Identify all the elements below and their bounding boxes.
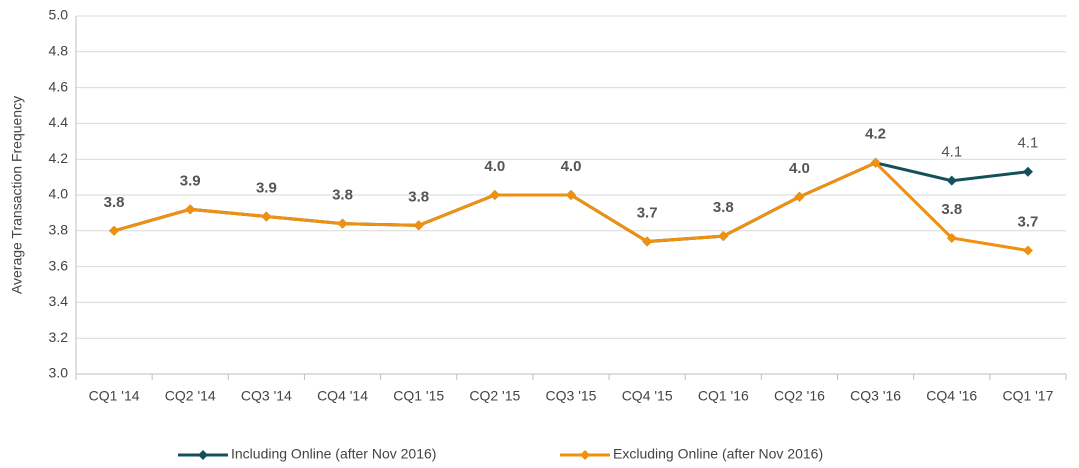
point bbox=[261, 211, 272, 222]
y-tick-label: 4.2 bbox=[49, 150, 69, 166]
data-label: 3.8 bbox=[332, 187, 353, 204]
x-tick-label: CQ4 '14 bbox=[317, 388, 368, 404]
point bbox=[1022, 245, 1033, 256]
x-tick-label: CQ3 '15 bbox=[546, 388, 597, 404]
point bbox=[337, 218, 348, 229]
x-tick-label: CQ2 '14 bbox=[165, 388, 216, 404]
data-label: 3.7 bbox=[637, 205, 658, 222]
data-label: 4.0 bbox=[789, 160, 810, 177]
data-label: 3.8 bbox=[713, 199, 734, 216]
point bbox=[413, 220, 424, 231]
data-label: 3.8 bbox=[408, 188, 429, 205]
x-tick-label: CQ2 '15 bbox=[469, 388, 520, 404]
data-label: 3.9 bbox=[180, 172, 201, 189]
point bbox=[109, 225, 120, 236]
y-axis-label: Average Transaction Frequency bbox=[9, 96, 25, 294]
y-tick-label: 3.8 bbox=[49, 222, 69, 238]
point bbox=[794, 191, 805, 202]
point bbox=[642, 236, 653, 247]
legend-label: Including Online (after Nov 2016) bbox=[231, 446, 436, 462]
y-tick-label: 4.6 bbox=[49, 78, 69, 94]
point bbox=[718, 231, 729, 242]
y-tick-label: 5.0 bbox=[49, 7, 69, 23]
data-label: 3.9 bbox=[256, 179, 277, 196]
series-line bbox=[113, 160, 1029, 252]
data-label: 3.7 bbox=[1017, 213, 1038, 230]
legend-marker bbox=[580, 450, 590, 460]
y-tick-label: 3.2 bbox=[49, 329, 69, 345]
point bbox=[870, 157, 881, 168]
x-tick-label: CQ4 '16 bbox=[926, 388, 977, 404]
data-label: 3.8 bbox=[104, 194, 125, 211]
y-tick-label: 4.4 bbox=[49, 114, 69, 130]
x-tick-label: CQ2 '16 bbox=[774, 388, 825, 404]
data-label: 4.0 bbox=[561, 158, 582, 175]
point bbox=[946, 232, 957, 243]
y-tick-label: 3.0 bbox=[49, 365, 69, 381]
legend-marker bbox=[198, 450, 208, 460]
x-tick-label: CQ1 '15 bbox=[393, 388, 444, 404]
x-tick-label: CQ1 '17 bbox=[1002, 388, 1053, 404]
x-tick-label: CQ4 '15 bbox=[622, 388, 673, 404]
point bbox=[489, 190, 500, 200]
y-tick-label: 4.8 bbox=[49, 43, 69, 59]
data-label: 4.2 bbox=[865, 126, 886, 143]
y-tick-label: 3.4 bbox=[49, 293, 69, 309]
data-label: 4.0 bbox=[484, 158, 505, 175]
data-label: 3.8 bbox=[941, 201, 962, 218]
y-tick-label: 4.0 bbox=[49, 186, 69, 202]
data-label: 4.1 bbox=[1017, 135, 1038, 152]
legend-label: Excluding Online (after Nov 2016) bbox=[613, 446, 823, 462]
data-label: 4.1 bbox=[941, 144, 962, 161]
point bbox=[566, 190, 576, 200]
point bbox=[946, 175, 957, 186]
x-tick-label: CQ3 '14 bbox=[241, 388, 292, 404]
x-tick-label: CQ1 '16 bbox=[698, 388, 749, 404]
point bbox=[1022, 166, 1033, 177]
y-tick-label: 3.6 bbox=[49, 257, 69, 273]
x-tick-label: CQ3 '16 bbox=[850, 388, 901, 404]
x-tick-label: CQ1 '14 bbox=[89, 388, 140, 404]
point bbox=[185, 204, 196, 215]
